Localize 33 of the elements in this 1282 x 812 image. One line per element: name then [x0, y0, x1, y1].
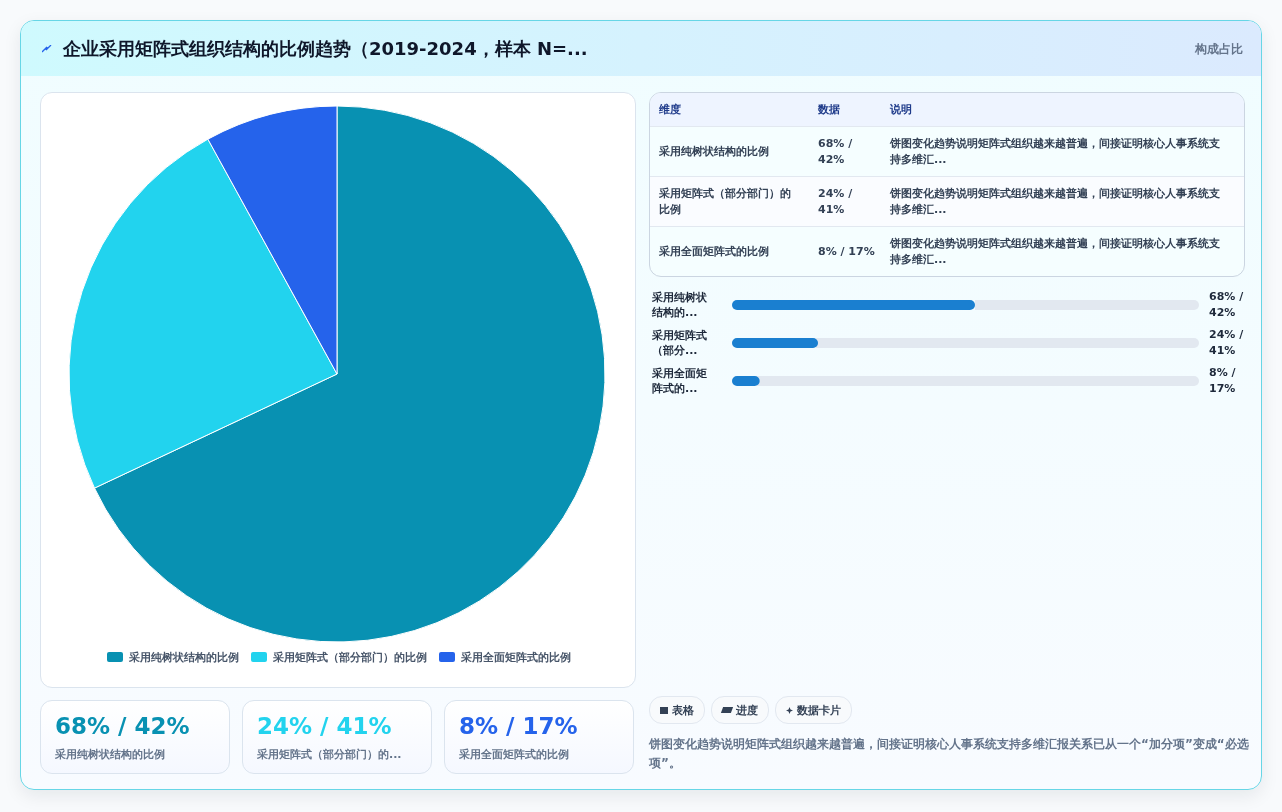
text: 说明	[890, 101, 913, 118]
legend-label: 采用纯树状结构的比例	[128, 650, 239, 664]
text: 68% / 42%	[1209, 289, 1245, 321]
text: 24% / 41%	[818, 185, 854, 218]
y-tick-label: 采用矩阵式（部分...	[651, 329, 707, 357]
legend-label: 采用矩阵式（部分部门）的比例	[272, 650, 427, 664]
legend-label: 采用全面矩阵式的比例	[460, 650, 571, 664]
text: 24% / 41%	[257, 713, 392, 739]
y-tick-label: 采用纯树状结构的...	[651, 291, 708, 319]
text: 8% / 17%	[1209, 365, 1237, 397]
text: 维度	[659, 101, 682, 118]
text: 表格	[649, 696, 705, 724]
text: 8% / 17%	[459, 713, 578, 739]
text: 采用矩阵式（部分部门）的比例	[659, 185, 792, 218]
text: 饼图变化趋势说明矩阵式组织越来越普遍，间接证明核心人事系统支持多维汇...	[890, 235, 1221, 268]
text: 采用纯树状结构的比例	[55, 747, 165, 762]
text: 采用全面矩阵式的比例	[459, 747, 569, 762]
y-tick-label: 采用全面矩阵式的...	[651, 367, 707, 395]
text: 饼图变化趋势说明矩阵式组织越来越普遍，间接证明核心人事系统支持多维汇...	[890, 135, 1221, 168]
text: 数据	[818, 101, 841, 118]
text: 进度	[711, 696, 769, 724]
text: 企业采用矩阵式组织结构的比例趋势（2019-2024，样本 N=...	[63, 37, 588, 61]
text: 68% / 42%	[55, 713, 190, 739]
text: 采用矩阵式（部分部门）的...	[257, 747, 402, 762]
text: 数据卡片	[775, 696, 852, 724]
text: 24% / 41%	[1209, 327, 1245, 359]
text: 采用纯树状结构的比例	[659, 143, 770, 160]
text: 采用全面矩阵式的比例	[659, 243, 770, 260]
text: 饼图变化趋势说明矩阵式组织越来越普遍，间接证明核心人事系统支持多维汇报关系已从一个“加分项”变成“必选项”。	[649, 736, 1249, 772]
text: 饼图变化趋势说明矩阵式组织越来越普遍，间接证明核心人事系统支持多维汇...	[890, 185, 1221, 218]
text: 8% / 17%	[818, 243, 876, 260]
text: 68% / 42%	[818, 135, 854, 168]
text: 构成占比	[1195, 41, 1243, 58]
